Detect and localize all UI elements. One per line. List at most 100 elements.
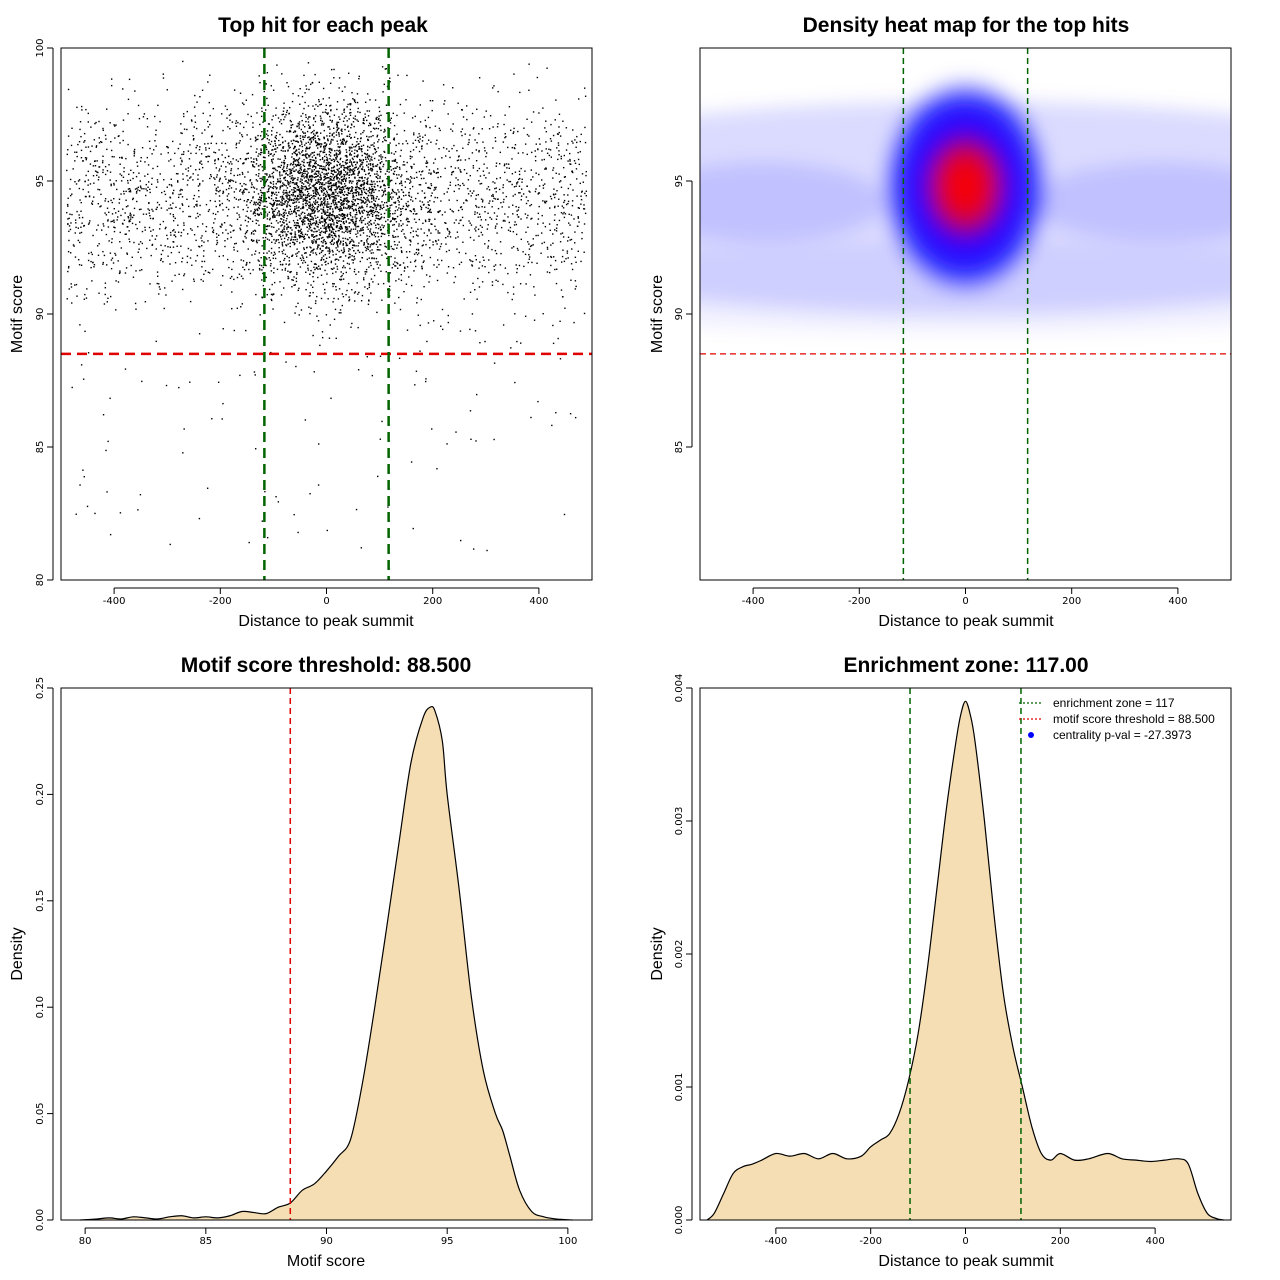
scatter-point bbox=[422, 80, 424, 82]
scatter-point bbox=[275, 107, 277, 109]
scatter-point bbox=[462, 116, 465, 118]
scatter-point bbox=[66, 169, 68, 172]
scatter-point bbox=[320, 124, 323, 126]
scatter-point bbox=[312, 222, 314, 225]
scatter-point bbox=[400, 279, 403, 282]
scatter-point bbox=[269, 175, 271, 178]
scatter-point bbox=[272, 167, 274, 170]
scatter-point bbox=[178, 273, 180, 276]
scatter-point bbox=[245, 158, 247, 161]
scatter-point bbox=[305, 247, 308, 249]
scatter-point bbox=[263, 205, 265, 208]
scatter-point bbox=[77, 227, 79, 229]
scatter-point bbox=[311, 250, 313, 252]
scatter-point bbox=[226, 117, 228, 119]
scatter-point bbox=[339, 158, 341, 161]
scatter-point bbox=[366, 182, 368, 185]
scatter-point bbox=[557, 158, 559, 161]
scatter-point bbox=[312, 170, 314, 172]
scatter-point bbox=[340, 173, 342, 175]
scatter-point bbox=[298, 234, 300, 237]
scatter-point bbox=[308, 156, 310, 158]
scatter-point bbox=[496, 215, 498, 217]
scatter-point bbox=[308, 236, 310, 238]
scatter-point bbox=[94, 160, 96, 162]
scatter-point bbox=[297, 161, 299, 163]
scatter-point bbox=[272, 257, 274, 259]
scatter-point bbox=[356, 213, 358, 216]
scatter-point bbox=[525, 283, 527, 285]
scatter-point bbox=[398, 196, 401, 199]
scatter-point bbox=[458, 251, 460, 254]
scatter-point bbox=[468, 139, 470, 141]
scatter-point bbox=[104, 287, 107, 289]
scatter-point bbox=[362, 229, 364, 231]
scatter-point bbox=[563, 216, 566, 219]
scatter-point bbox=[317, 205, 319, 208]
scatter-point bbox=[341, 215, 344, 218]
scatter-point bbox=[259, 189, 262, 192]
scatter-point bbox=[331, 236, 334, 239]
scatter-point bbox=[400, 224, 403, 227]
scatter-point bbox=[179, 207, 181, 210]
scatter-point bbox=[239, 182, 241, 185]
scatter-point bbox=[300, 178, 302, 180]
scatter-point bbox=[378, 189, 380, 192]
scatter-point bbox=[335, 157, 337, 159]
scatter-point bbox=[177, 181, 179, 183]
scatter-point bbox=[233, 329, 236, 332]
scatter-point bbox=[371, 213, 374, 216]
scatter-point bbox=[337, 128, 339, 131]
scatter-point bbox=[545, 200, 548, 203]
scatter-point bbox=[571, 170, 573, 172]
scatter-point bbox=[301, 173, 304, 176]
scatter-point bbox=[495, 218, 498, 220]
scatter-point bbox=[355, 144, 358, 147]
scatter-point bbox=[180, 132, 182, 134]
scatter-point bbox=[394, 244, 396, 246]
scatter-point bbox=[574, 162, 577, 165]
scatter-point bbox=[333, 204, 336, 206]
scatter-point bbox=[125, 199, 127, 201]
scatter-point bbox=[124, 212, 126, 214]
scatter-point bbox=[266, 97, 268, 100]
scatter-point bbox=[370, 183, 372, 186]
scatter-point bbox=[317, 135, 319, 137]
scatter-point bbox=[290, 172, 293, 174]
scatter-point bbox=[181, 160, 183, 163]
scatter-point bbox=[301, 154, 304, 157]
scatter-point bbox=[350, 123, 353, 125]
scatter-point bbox=[228, 163, 231, 165]
scatter-point bbox=[182, 113, 185, 115]
scatter-point bbox=[341, 142, 344, 145]
scatter-point bbox=[180, 235, 182, 237]
scatter-point bbox=[251, 220, 254, 223]
scatter-point bbox=[156, 165, 159, 168]
scatter-point bbox=[433, 201, 435, 203]
scatter-point bbox=[159, 223, 162, 226]
scatter-point bbox=[385, 193, 387, 196]
scatter-point bbox=[227, 232, 229, 235]
scatter-point bbox=[507, 229, 510, 231]
scatter-point bbox=[520, 238, 523, 241]
scatter-point bbox=[361, 227, 363, 229]
scatter-point bbox=[303, 259, 305, 262]
scatter-point bbox=[104, 282, 107, 284]
scatter-point bbox=[310, 269, 312, 272]
scatter-point bbox=[349, 108, 352, 111]
scatter-point bbox=[339, 224, 342, 226]
scatter-point bbox=[378, 155, 380, 157]
scatter-point bbox=[325, 108, 327, 111]
scatter-point bbox=[372, 281, 374, 283]
scatter-point bbox=[352, 262, 354, 264]
scatter-point bbox=[478, 286, 481, 288]
scatter-point bbox=[351, 157, 354, 159]
scatter-point bbox=[548, 154, 551, 157]
scatter-point bbox=[242, 189, 245, 192]
scatter-point bbox=[355, 211, 358, 214]
scatter-point bbox=[181, 189, 183, 191]
scatter-point bbox=[484, 211, 486, 213]
scatter-point bbox=[383, 190, 385, 193]
scatter-point bbox=[320, 143, 323, 145]
scatter-point bbox=[312, 133, 315, 135]
